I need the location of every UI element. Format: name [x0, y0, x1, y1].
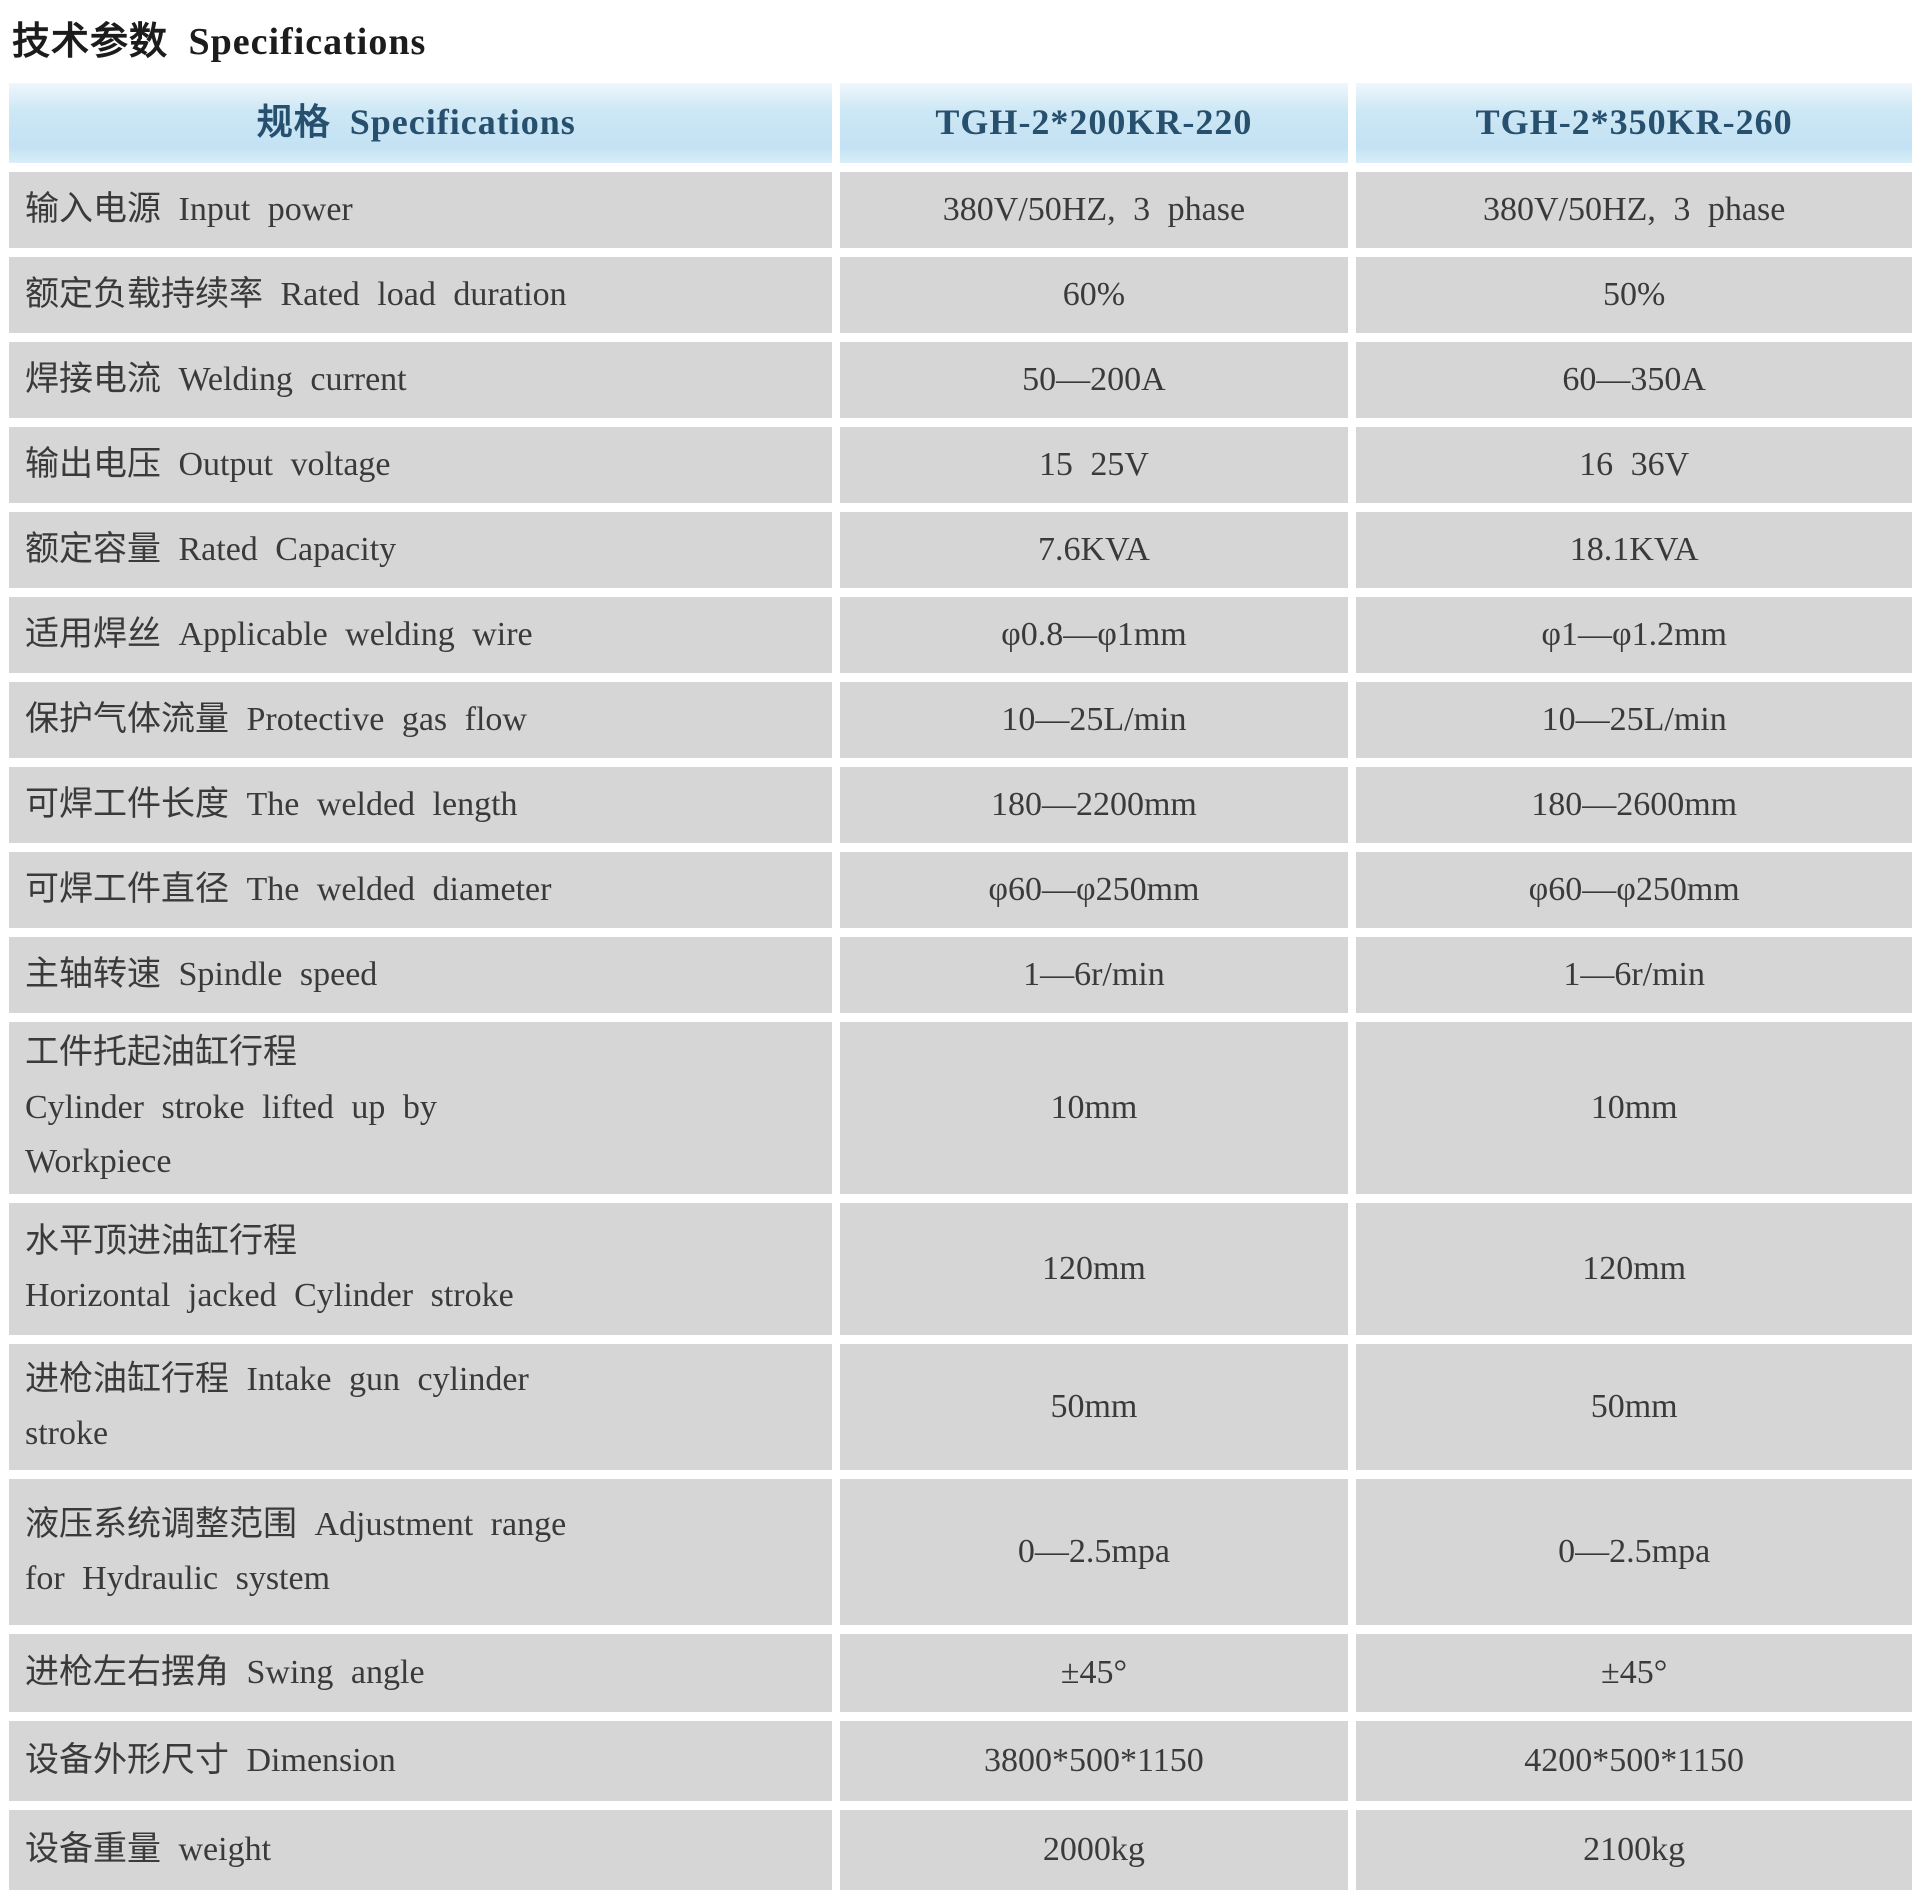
spec-value-model-1: φ0.8—φ1mm [839, 597, 1349, 673]
spec-value-model-1: 120mm [839, 1203, 1349, 1335]
spec-label: 液压系统调整范围 Adjustment range for Hydraulic … [9, 1479, 832, 1625]
spec-value-model-2: 60—350A [1356, 342, 1912, 418]
spec-value-model-1: 1—6r/min [839, 937, 1349, 1013]
spec-value-model-2: 50% [1356, 257, 1912, 333]
spec-label: 设备重量 weight [9, 1810, 832, 1890]
header-spec-column: 规格 Specifications [9, 83, 832, 163]
spec-table: 规格 Specifications TGH-2*200KR-220 TGH-2*… [9, 83, 1912, 1890]
table-row: 额定负载持续率 Rated load duration 60% 50% [9, 257, 1912, 333]
table-row: 额定容量 Rated Capacity 7.6KVA 18.1KVA [9, 512, 1912, 588]
spec-value-model-2: 16 36V [1356, 427, 1912, 503]
spec-label: 输出电压 Output voltage [9, 427, 832, 503]
table-header-row: 规格 Specifications TGH-2*200KR-220 TGH-2*… [9, 83, 1912, 163]
spec-sheet: 技术参数 Specifications 规格 Specifications TG… [0, 10, 1921, 1890]
spec-value-model-2: 18.1KVA [1356, 512, 1912, 588]
spec-label: 可焊工件长度 The welded length [9, 767, 832, 843]
table-row: 水平顶进油缸行程 Horizontal jacked Cylinder stro… [9, 1203, 1912, 1335]
spec-value-model-2: φ1—φ1.2mm [1356, 597, 1912, 673]
spec-value-model-2: 4200*500*1150 [1356, 1721, 1912, 1801]
spec-label: 工件托起油缸行程 Cylinder stroke lifted up by Wo… [9, 1022, 832, 1194]
spec-label: 焊接电流 Welding current [9, 342, 832, 418]
spec-label: 可焊工件直径 The welded diameter [9, 852, 832, 928]
spec-value-model-2: 2100kg [1356, 1810, 1912, 1890]
spec-value-model-1: 60% [839, 257, 1349, 333]
spec-value-model-1: 10—25L/min [839, 682, 1349, 758]
spec-value-model-1: 7.6KVA [839, 512, 1349, 588]
spec-value-model-2: 50mm [1356, 1344, 1912, 1470]
table-row: 适用焊丝 Applicable welding wire φ0.8—φ1mm φ… [9, 597, 1912, 673]
spec-value-model-1: 50—200A [839, 342, 1349, 418]
header-model-tgh-2x350kr-260: TGH-2*350KR-260 [1356, 83, 1912, 163]
spec-value-model-2: φ60—φ250mm [1356, 852, 1912, 928]
spec-value-model-1: 380V/50HZ, 3 phase [839, 172, 1349, 248]
spec-value-model-2: 0—2.5mpa [1356, 1479, 1912, 1625]
spec-value-model-2: 180—2600mm [1356, 767, 1912, 843]
spec-value-model-2: 10—25L/min [1356, 682, 1912, 758]
table-row: 设备重量 weight 2000kg 2100kg [9, 1810, 1912, 1890]
spec-value-model-2: 380V/50HZ, 3 phase [1356, 172, 1912, 248]
table-row: 进枪左右摆角 Swing angle ±45° ±45° [9, 1634, 1912, 1712]
spec-value-model-2: ±45° [1356, 1634, 1912, 1712]
spec-value-model-1: 3800*500*1150 [839, 1721, 1349, 1801]
spec-value-model-2: 120mm [1356, 1203, 1912, 1335]
table-row: 进枪油缸行程 Intake gun cylinder stroke 50mm 5… [9, 1344, 1912, 1470]
spec-label: 水平顶进油缸行程 Horizontal jacked Cylinder stro… [9, 1203, 832, 1335]
table-row: 液压系统调整范围 Adjustment range for Hydraulic … [9, 1479, 1912, 1625]
spec-label: 进枪油缸行程 Intake gun cylinder stroke [9, 1344, 832, 1470]
table-row: 输入电源 Input power 380V/50HZ, 3 phase 380V… [9, 172, 1912, 248]
table-row: 焊接电流 Welding current 50—200A 60—350A [9, 342, 1912, 418]
spec-label: 额定负载持续率 Rated load duration [9, 257, 832, 333]
spec-label: 输入电源 Input power [9, 172, 832, 248]
table-row: 可焊工件直径 The welded diameter φ60—φ250mm φ6… [9, 852, 1912, 928]
spec-value-model-2: 1—6r/min [1356, 937, 1912, 1013]
spec-value-model-1: 10mm [839, 1022, 1349, 1194]
spec-label: 设备外形尺寸 Dimension [9, 1721, 832, 1801]
spec-value-model-1: ±45° [839, 1634, 1349, 1712]
table-row: 输出电压 Output voltage 15 25V 16 36V [9, 427, 1912, 503]
table-row: 可焊工件长度 The welded length 180—2200mm 180—… [9, 767, 1912, 843]
table-row: 保护气体流量 Protective gas flow 10—25L/min 10… [9, 682, 1912, 758]
table-row: 工件托起油缸行程 Cylinder stroke lifted up by Wo… [9, 1022, 1912, 1194]
header-model-tgh-2x200kr-220: TGH-2*200KR-220 [839, 83, 1349, 163]
spec-value-model-1: 50mm [839, 1344, 1349, 1470]
spec-label: 进枪左右摆角 Swing angle [9, 1634, 832, 1712]
spec-label: 主轴转速 Spindle speed [9, 937, 832, 1013]
spec-value-model-1: 0—2.5mpa [839, 1479, 1349, 1625]
spec-value-model-1: 2000kg [839, 1810, 1349, 1890]
table-body: 输入电源 Input power 380V/50HZ, 3 phase 380V… [9, 172, 1912, 1890]
spec-value-model-1: 15 25V [839, 427, 1349, 503]
spec-value-model-2: 10mm [1356, 1022, 1912, 1194]
spec-label: 适用焊丝 Applicable welding wire [9, 597, 832, 673]
table-row: 设备外形尺寸 Dimension 3800*500*1150 4200*500*… [9, 1721, 1912, 1801]
table-row: 主轴转速 Spindle speed 1—6r/min 1—6r/min [9, 937, 1912, 1013]
spec-value-model-1: 180—2200mm [839, 767, 1349, 843]
spec-value-model-1: φ60—φ250mm [839, 852, 1349, 928]
spec-label: 额定容量 Rated Capacity [9, 512, 832, 588]
page-title: 技术参数 Specifications [12, 21, 427, 63]
spec-label: 保护气体流量 Protective gas flow [9, 682, 832, 758]
